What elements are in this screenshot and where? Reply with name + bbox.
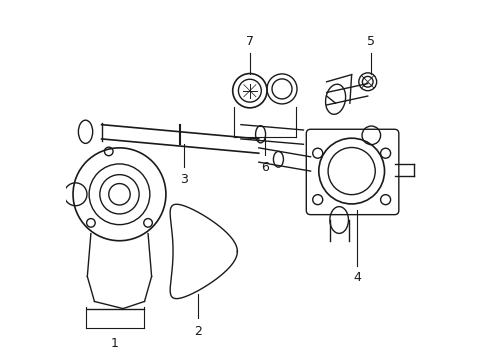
Text: 4: 4 xyxy=(352,271,360,284)
Text: 7: 7 xyxy=(245,35,253,48)
Text: 1: 1 xyxy=(110,337,118,350)
Text: 6: 6 xyxy=(261,161,268,175)
Text: 5: 5 xyxy=(366,35,375,48)
Text: 2: 2 xyxy=(194,325,202,338)
Text: 3: 3 xyxy=(180,173,187,186)
